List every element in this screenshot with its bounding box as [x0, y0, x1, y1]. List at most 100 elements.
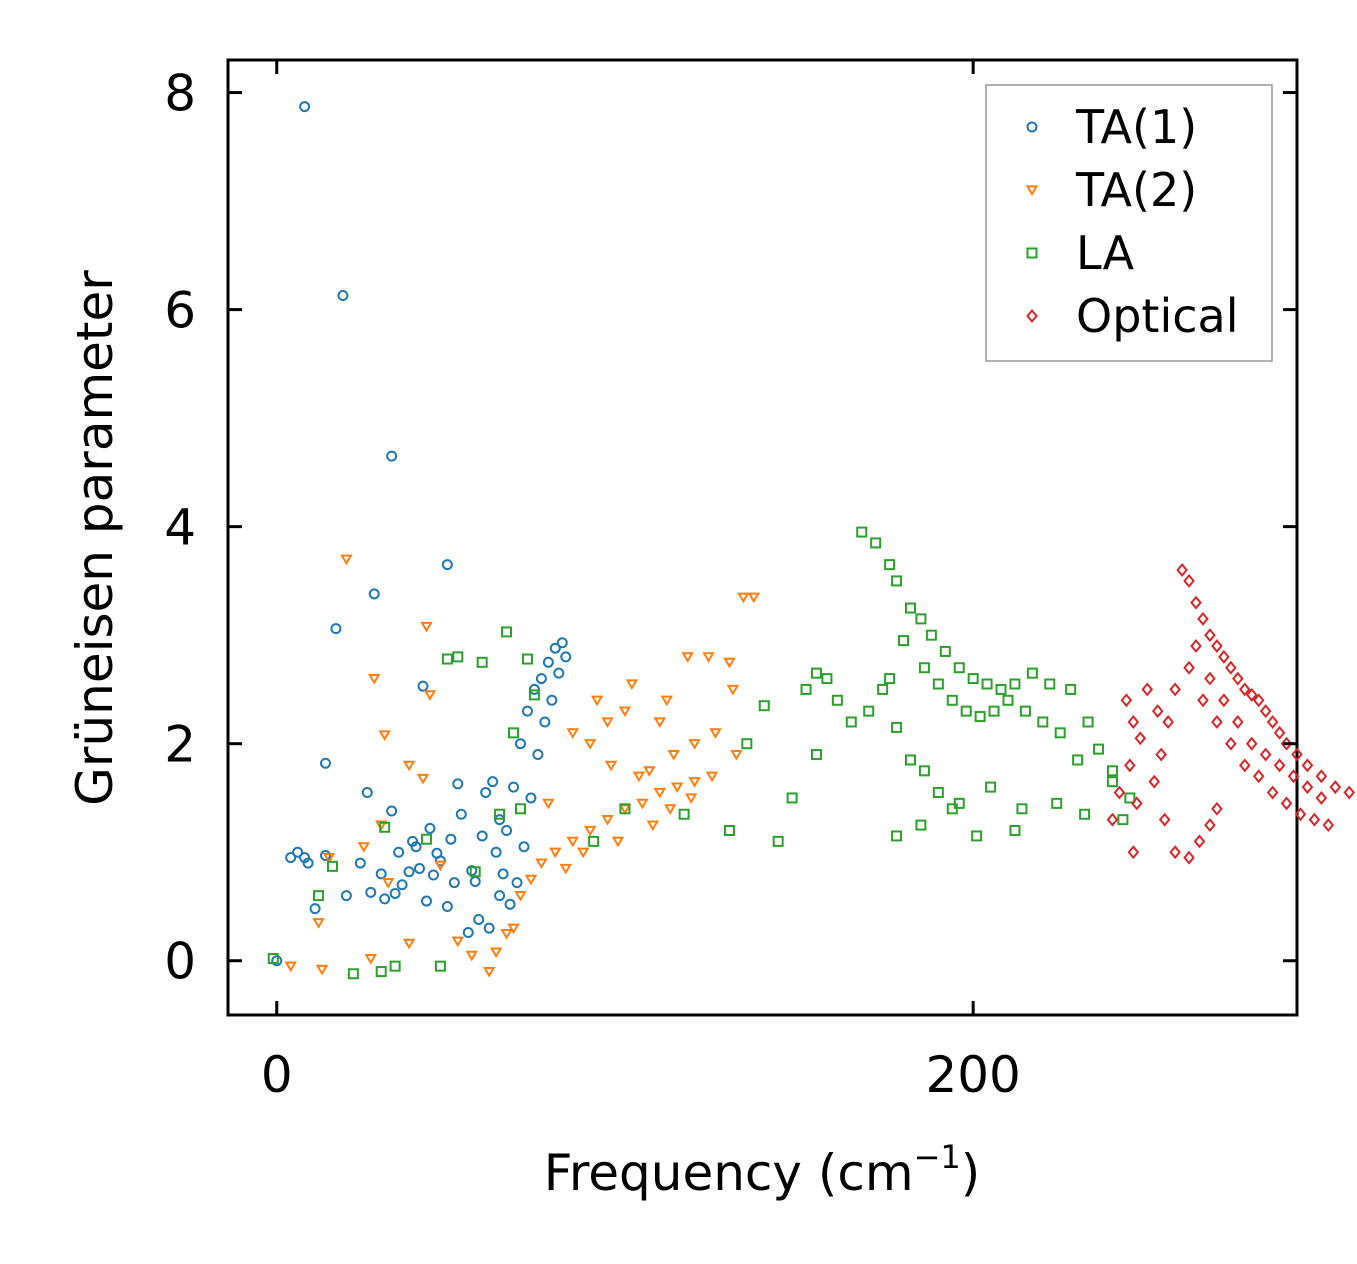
- series-la: [267, 526, 1136, 980]
- data-point: [1158, 812, 1171, 827]
- data-point: [1287, 769, 1300, 784]
- data-point: [988, 705, 1000, 717]
- data-point: [1072, 754, 1084, 766]
- data-point: [1291, 747, 1303, 762]
- legend: TA(1) TA(2) LA Optical: [985, 84, 1273, 362]
- data-point: [1322, 818, 1335, 833]
- data-point: [511, 877, 523, 889]
- data-point: [939, 645, 951, 657]
- data-point: [1211, 715, 1223, 729]
- y-axis: 0 2 4 6 8: [164, 65, 1297, 991]
- data-point: [431, 847, 443, 859]
- data-point: [500, 929, 513, 940]
- data-point: [915, 819, 927, 831]
- data-point: [427, 869, 439, 881]
- data-point: [1127, 845, 1140, 860]
- legend-marker: [1026, 247, 1038, 259]
- data-point: [1280, 796, 1293, 811]
- data-point: [726, 684, 740, 696]
- legend-marker: [1025, 185, 1039, 197]
- data-point: [312, 918, 325, 929]
- y-axis-label: Grüneisen parameter: [66, 270, 124, 806]
- data-point: [347, 968, 359, 980]
- data-point: [528, 689, 540, 701]
- data-point: [636, 798, 649, 810]
- data-point: [1204, 628, 1216, 643]
- data-point: [416, 773, 430, 785]
- data-point: [514, 738, 526, 750]
- data-point: [466, 865, 478, 877]
- data-point: [932, 678, 944, 690]
- data-point: [514, 803, 526, 815]
- data-point: [386, 450, 398, 462]
- data-point: [313, 890, 325, 902]
- data-point: [402, 938, 416, 950]
- data-point: [946, 694, 958, 706]
- data-point: [452, 778, 464, 790]
- data-point: [368, 588, 380, 600]
- data-point: [1183, 660, 1195, 675]
- data-point: [539, 716, 551, 728]
- data-point: [971, 830, 983, 842]
- data-point: [524, 874, 538, 886]
- data-point: [402, 760, 416, 772]
- data-point: [423, 690, 437, 701]
- data-point: [483, 922, 495, 934]
- data-point: [1245, 687, 1258, 702]
- data-point: [709, 728, 722, 739]
- data-point: [1193, 834, 1206, 849]
- data-point: [465, 950, 478, 962]
- y-tick-label: 2: [164, 716, 196, 774]
- data-point: [810, 749, 822, 761]
- data-point: [702, 652, 715, 663]
- data-point: [953, 662, 965, 674]
- data-point: [590, 695, 604, 707]
- data-point: [583, 739, 597, 750]
- data-point: [891, 721, 903, 733]
- data-point: [476, 830, 488, 842]
- data-point: [576, 847, 590, 859]
- data-point: [319, 849, 331, 861]
- data-point: [521, 653, 533, 665]
- data-point: [315, 964, 329, 976]
- data-point: [497, 868, 509, 880]
- data-point: [309, 903, 321, 915]
- data-point: [566, 728, 579, 739]
- data-point: [601, 815, 614, 826]
- data-point: [403, 866, 415, 878]
- data-point: [611, 836, 625, 848]
- data-point: [625, 679, 639, 691]
- data-point: [1252, 693, 1265, 708]
- data-point: [1308, 812, 1321, 827]
- data-point: [904, 602, 916, 614]
- data-point: [386, 805, 398, 817]
- data-point: [1134, 731, 1147, 746]
- data-point: [1117, 814, 1129, 826]
- data-point: [337, 289, 349, 301]
- data-point: [1218, 649, 1230, 664]
- data-point: [1002, 694, 1014, 706]
- data-point: [396, 879, 408, 891]
- data-point: [375, 868, 387, 880]
- data-point: [737, 592, 750, 604]
- data-point: [434, 960, 446, 972]
- data-point: [1259, 747, 1272, 762]
- data-point: [1315, 769, 1328, 784]
- data-point: [1009, 825, 1021, 837]
- plot-area: [226, 58, 1356, 1017]
- data-point: [469, 866, 481, 878]
- data-point: [800, 683, 812, 695]
- data-point: [856, 526, 868, 538]
- data-point: [1301, 758, 1314, 773]
- data-point: [1176, 563, 1188, 578]
- data-point: [705, 771, 719, 783]
- data-point: [1266, 785, 1279, 800]
- data-point: [730, 749, 743, 761]
- data-point: [1273, 725, 1286, 740]
- data-point: [476, 656, 488, 668]
- data-point: [1037, 716, 1049, 728]
- data-point: [1294, 807, 1307, 822]
- data-point: [667, 749, 680, 761]
- data-point: [379, 821, 391, 833]
